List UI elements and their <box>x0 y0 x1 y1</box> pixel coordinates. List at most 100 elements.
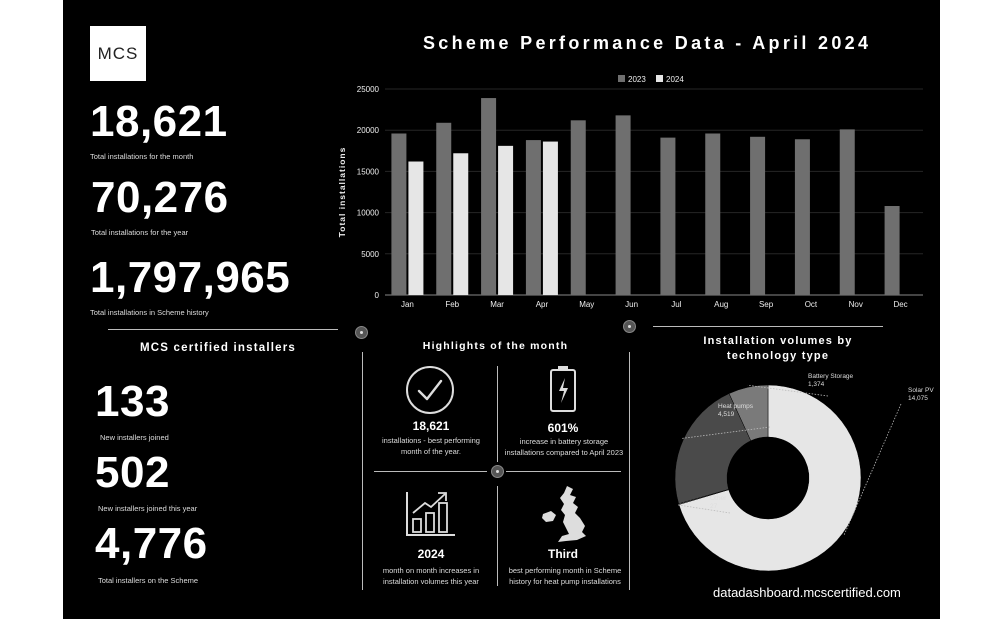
y-tick-label: 15000 <box>357 167 380 176</box>
donut-label: Battery Storage <box>808 373 854 380</box>
bar-2023-Jun <box>615 115 631 295</box>
stat-value: 133 <box>95 377 170 426</box>
legend-label: 2023 <box>628 75 646 84</box>
stat-history-installations: 1,797,965 Total installations in Scheme … <box>90 253 291 318</box>
pie-chart-title: Installation volumes by technology type <box>703 335 853 363</box>
donut-slice-heat-pumps <box>674 393 752 505</box>
donut-value-label: 4,519 <box>718 411 735 418</box>
divider <box>108 329 338 330</box>
highlight-caption: increase in battery storage installation… <box>504 437 624 457</box>
stat-caption: Total installers on the Scheme <box>98 576 199 585</box>
bar-2023-Sep <box>750 136 766 295</box>
stat-year-installations: 70,276 Total installations for the year <box>91 173 229 238</box>
stat-total-installers: 4,776 Total installers on the Scheme <box>95 519 208 586</box>
battery-icon <box>550 366 576 412</box>
stat-value: 18,621 <box>90 97 228 146</box>
logo-text: MCS <box>97 43 139 63</box>
highlight-caption: best performing month in Scheme history … <box>508 566 622 586</box>
x-tick-label: Feb <box>445 300 459 309</box>
growth-chart-icon <box>406 492 455 536</box>
legend-label: 2024 <box>666 75 684 84</box>
divider <box>629 352 630 590</box>
uk-map-icon <box>542 486 586 542</box>
legend-swatch <box>618 75 625 82</box>
mcs-logo: MCS <box>90 26 146 81</box>
highlight-value: 18,621 <box>412 419 450 433</box>
divider <box>506 471 621 472</box>
x-tick-label: Jul <box>671 300 681 309</box>
highlight-value: 2024 <box>417 547 445 561</box>
y-axis-label: Total installations <box>337 147 347 238</box>
stat-value: 1,797,965 <box>90 253 291 302</box>
dashboard-board: MCS Scheme Performance Data - April 2024… <box>63 0 940 619</box>
y-tick-label: 20000 <box>357 126 380 135</box>
donut-label: Solar PV <box>908 387 934 394</box>
bar-2023-Jan <box>391 133 407 295</box>
monthly-installations-chart: 0 5000 10000 15000 20000 25000 Total installat… <box>337 75 923 309</box>
bar-2023-Aug <box>705 133 721 295</box>
x-tick-label: May <box>579 300 594 309</box>
divider <box>653 326 883 327</box>
bar-2023-Nov <box>839 129 855 295</box>
stat-month-installations: 18,621 Total installations for the month <box>90 97 228 162</box>
bar-2024-Feb <box>453 153 469 295</box>
donut-label: Other <box>710 495 727 502</box>
divider <box>362 352 363 590</box>
page-title: Scheme Performance Data - April 2024 <box>423 33 872 53</box>
x-tick-label: Nov <box>849 300 863 309</box>
bar-2024-Jan <box>408 161 424 295</box>
y-tick-label: 10000 <box>357 209 380 218</box>
x-tick-label: Mar <box>490 300 504 309</box>
stat-new-installers: 133 New installers joined <box>95 377 170 443</box>
x-tick-label: Jan <box>401 300 414 309</box>
x-tick-label: Sep <box>759 300 774 309</box>
highlights-heading: Highlights of the month <box>422 340 569 352</box>
bar-2023-Feb <box>436 122 452 295</box>
bar-2023-Apr <box>525 140 541 295</box>
donut-slice-battery-storage <box>728 384 769 442</box>
stat-caption: Total installations in Scheme history <box>90 308 209 317</box>
highlight-caption: installations - best performing month of… <box>382 436 480 456</box>
divider <box>374 471 487 472</box>
divider <box>497 486 498 586</box>
bar-2023-Dec <box>884 206 900 295</box>
donut-label: Heat pumps <box>718 403 754 410</box>
bar-2023-May <box>570 120 586 295</box>
stat-value: 70,276 <box>91 173 229 222</box>
stat-caption: New installers joined <box>100 433 169 442</box>
highlight-value: Third <box>548 547 578 561</box>
y-tick-label: 25000 <box>357 85 380 94</box>
y-tick-label: 5000 <box>361 250 379 259</box>
x-tick-label: Apr <box>536 300 549 309</box>
highlight-caption: month on month increases in installation… <box>382 566 480 586</box>
bar-2024-Mar <box>498 145 514 295</box>
bar-2023-Jul <box>660 137 676 295</box>
installers-heading: MCS certified installers <box>140 342 296 354</box>
decorative-dot <box>623 320 636 333</box>
stat-value: 4,776 <box>95 519 208 568</box>
stat-caption: Total installations for the year <box>91 228 189 237</box>
donut-value-label: 1,374 <box>808 381 825 388</box>
stat-value: 502 <box>95 448 170 497</box>
bar-2023-Mar <box>481 98 497 295</box>
x-tick-label: Aug <box>714 300 728 309</box>
stat-year-installers: 502 New installers joined this year <box>95 448 198 514</box>
bar-2023-Oct <box>794 139 810 295</box>
donut-value-label: 27 <box>710 503 718 510</box>
donut-value-label: 14,075 <box>908 395 928 402</box>
legend-swatch <box>656 75 663 82</box>
y-tick-label: 0 <box>375 291 380 300</box>
stat-caption: New installers joined this year <box>98 504 198 513</box>
x-tick-label: Oct <box>805 300 818 309</box>
decorative-dot <box>355 326 368 339</box>
donut-slice-solar-pv <box>678 384 862 572</box>
x-tick-label: Jun <box>625 300 638 309</box>
divider <box>497 366 498 462</box>
bar-2024-Apr <box>542 141 558 295</box>
stat-caption: Total installations for the month <box>90 152 194 161</box>
highlight-value: 601% <box>547 421 579 435</box>
x-tick-label: Dec <box>893 300 907 309</box>
dashboard-url[interactable]: datadashboard.mcscertified.com <box>713 585 901 600</box>
check-circle-icon <box>406 366 454 414</box>
